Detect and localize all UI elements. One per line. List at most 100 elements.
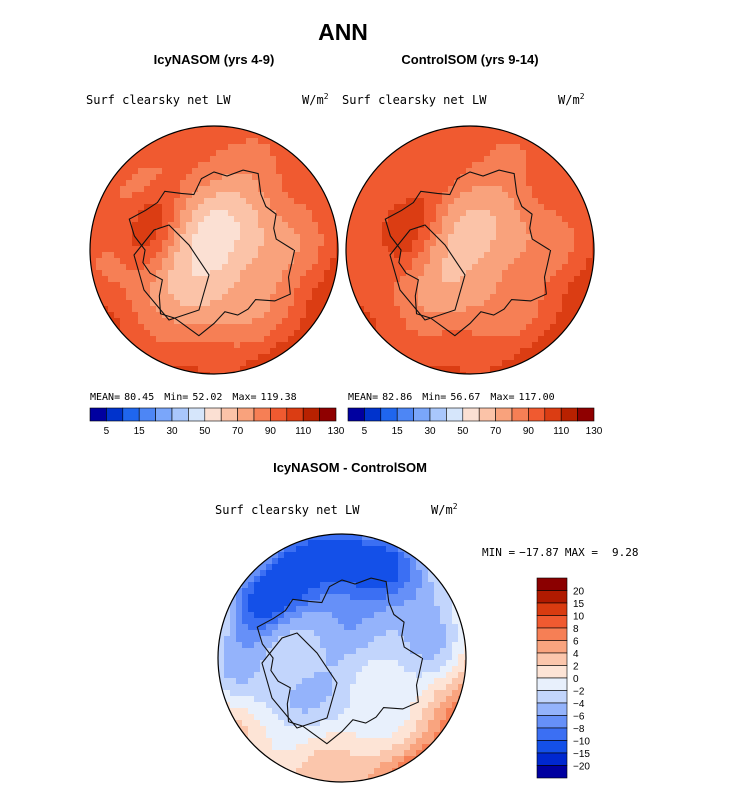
field-cell [454, 240, 461, 247]
field-cell [382, 318, 389, 325]
field-cell [380, 684, 387, 691]
field-cell [254, 696, 261, 703]
field-cell [108, 180, 115, 187]
field-cell [502, 288, 509, 295]
field-cell [180, 372, 187, 374]
field-cell [580, 204, 587, 211]
field-cell [270, 270, 277, 277]
field-cell [440, 714, 447, 721]
field-cell [144, 240, 151, 247]
field-cell [284, 714, 291, 721]
field-cell [300, 234, 307, 241]
field-cell [314, 564, 321, 571]
colorbar-tick-label: 90 [265, 426, 277, 437]
field-cell [502, 150, 509, 157]
colorbar-box [536, 702, 568, 716]
field-cell [466, 294, 473, 301]
field-cell [508, 198, 515, 205]
field-cell [418, 162, 425, 169]
field-cell [222, 162, 229, 169]
map-border [89, 125, 339, 375]
field-cell [222, 288, 229, 295]
field-cell [422, 690, 429, 697]
field-cell [362, 570, 369, 577]
field-cell [364, 198, 371, 205]
field-cell [332, 534, 339, 541]
field-cell [478, 132, 485, 139]
field-cell [358, 228, 365, 235]
field-cell [272, 690, 279, 697]
field-cell [538, 276, 545, 283]
field-cell [398, 696, 405, 703]
field-cell [234, 222, 241, 229]
field-cell [282, 270, 289, 277]
field-cell [382, 336, 389, 343]
field-cell [150, 210, 157, 217]
field-cell [368, 666, 375, 673]
field-cell [446, 696, 453, 703]
field-cell [406, 306, 413, 313]
continental-coast [128, 169, 296, 337]
field-cell [490, 270, 497, 277]
field-cell [466, 156, 473, 163]
field-cell [326, 672, 333, 679]
field-cell [290, 588, 297, 595]
field-cell [406, 216, 413, 223]
field-cell [406, 180, 413, 187]
field-cell [192, 312, 199, 319]
field-cell [248, 588, 255, 595]
field-cell [318, 264, 325, 271]
field-cell [562, 270, 569, 277]
field-cell [338, 558, 345, 565]
field-cell [314, 750, 321, 757]
field-cell [162, 348, 169, 355]
field-cell [162, 150, 169, 157]
field-cell [254, 678, 261, 685]
field-cell [544, 312, 551, 319]
field-cell [398, 612, 405, 619]
field-cell [400, 288, 407, 295]
field-cell [240, 168, 247, 175]
field-cell [290, 768, 297, 775]
field-cell [410, 600, 417, 607]
field-cell [168, 306, 175, 313]
field-cell [478, 252, 485, 259]
field-cell [186, 318, 193, 325]
field-cell [568, 180, 575, 187]
field-cell [454, 342, 461, 349]
continental-coast [384, 169, 552, 337]
field-cell [568, 204, 575, 211]
colorbar-tick-label: −15 [573, 749, 590, 760]
field-cell [228, 192, 235, 199]
field-cell [514, 306, 521, 313]
field-cell [508, 330, 515, 337]
field-cell [508, 258, 515, 265]
field-cell [514, 342, 521, 349]
field-cell [302, 630, 309, 637]
field-cell [324, 258, 331, 265]
field-cell [204, 126, 211, 133]
field-cell [326, 648, 333, 655]
field-cell [392, 726, 399, 733]
field-cell [156, 150, 163, 157]
field-cell [222, 318, 229, 325]
field-cell [364, 222, 371, 229]
field-cell [282, 336, 289, 343]
field-cell [326, 582, 333, 589]
colorbar-box [188, 407, 206, 422]
field-cell [102, 234, 109, 241]
field-cell [228, 306, 235, 313]
field-cell [338, 678, 345, 685]
field-cell [520, 276, 527, 283]
field-cell [556, 168, 563, 175]
field-cell [376, 252, 383, 259]
field-cell [114, 174, 121, 181]
field-cell [108, 204, 115, 211]
field-cell [388, 330, 395, 337]
field-cell [180, 288, 187, 295]
field-cell [296, 702, 303, 709]
colorbar: 5 15 30 50 70 90 110 130 [89, 407, 345, 437]
field-cell [478, 318, 485, 325]
field-cell [472, 324, 479, 331]
field-cell [356, 660, 363, 667]
